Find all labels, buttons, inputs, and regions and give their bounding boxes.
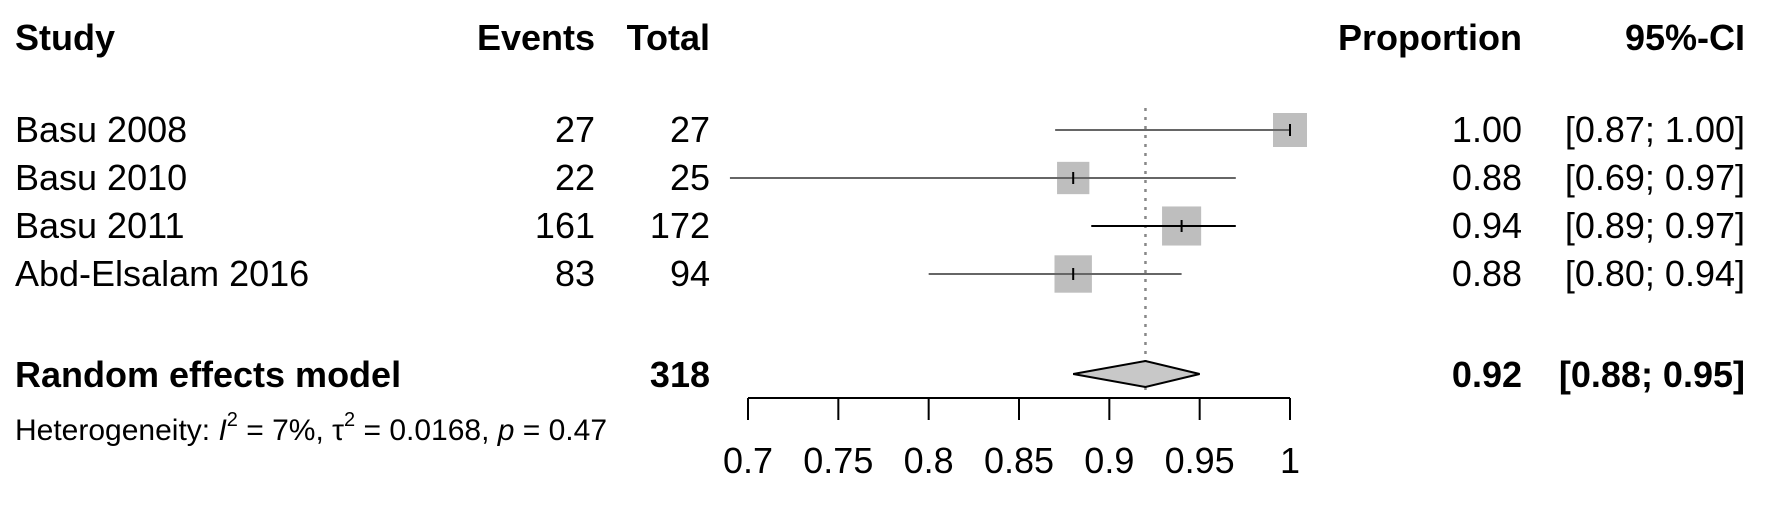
study-row: Basu 2011 161 172 0.94 [0.89; 0.97] bbox=[15, 205, 1745, 246]
x-tick-label: 1 bbox=[1280, 440, 1300, 481]
i2-sup: 2 bbox=[227, 409, 238, 431]
study-name: Basu 2008 bbox=[15, 109, 187, 150]
summary-label: Random effects model bbox=[15, 354, 401, 395]
tau2-symbol: τ bbox=[332, 414, 344, 447]
p-symbol: p bbox=[497, 414, 515, 447]
i2-value: = 7%, bbox=[238, 414, 332, 447]
study-events: 27 bbox=[555, 109, 595, 150]
header-total: Total bbox=[627, 17, 710, 58]
study-total: 27 bbox=[670, 109, 710, 150]
heterogeneity-prefix: Heterogeneity: bbox=[15, 414, 218, 447]
x-tick-label: 0.9 bbox=[1084, 440, 1134, 481]
study-proportion: 0.88 bbox=[1452, 157, 1522, 198]
study-row: Abd-Elsalam 2016 83 94 0.88 [0.80; 0.94] bbox=[15, 253, 1745, 294]
summary-total: 318 bbox=[650, 354, 710, 395]
header-ci: 95%-CI bbox=[1625, 17, 1745, 58]
study-proportion: 1.00 bbox=[1452, 109, 1522, 150]
header-study: Study bbox=[15, 17, 115, 58]
x-tick-label: 0.85 bbox=[984, 440, 1054, 481]
study-ci: [0.87; 1.00] bbox=[1565, 109, 1745, 150]
summary-diamond bbox=[1073, 359, 1200, 389]
header-proportion: Proportion bbox=[1338, 17, 1522, 58]
study-events: 161 bbox=[535, 205, 595, 246]
study-row: Basu 2010 22 25 0.88 [0.69; 0.97] bbox=[15, 157, 1745, 198]
study-ci: [0.80; 0.94] bbox=[1565, 253, 1745, 294]
study-row: Basu 2008 27 27 1.00 [0.87; 1.00] bbox=[15, 109, 1745, 150]
x-tick-label: 0.7 bbox=[723, 440, 773, 481]
header-events: Events bbox=[477, 17, 595, 58]
x-tick-label: 0.95 bbox=[1165, 440, 1235, 481]
study-name: Abd-Elsalam 2016 bbox=[15, 253, 309, 294]
study-name: Basu 2010 bbox=[15, 157, 187, 198]
study-events: 22 bbox=[555, 157, 595, 198]
study-ci: [0.69; 0.97] bbox=[1565, 157, 1745, 198]
x-tick-label: 0.8 bbox=[904, 440, 954, 481]
study-ci: [0.89; 0.97] bbox=[1565, 205, 1745, 246]
study-rows: Basu 2008 27 27 1.00 [0.87; 1.00] Basu 2010 22… bbox=[15, 109, 1745, 294]
x-tick-label: 0.75 bbox=[803, 440, 873, 481]
tau2-sup: 2 bbox=[344, 409, 355, 431]
tau2-value: = 0.0168, bbox=[355, 414, 498, 447]
x-axis: 0.7 0.75 0.8 0.85 0.9 0.95 1 bbox=[723, 397, 1300, 481]
p-value: = 0.47 bbox=[514, 414, 607, 447]
heterogeneity-text: Heterogeneity: I2 = 7%, τ2 = 0.0168, p =… bbox=[15, 409, 607, 447]
i2-symbol: I bbox=[218, 414, 226, 447]
study-name: Basu 2011 bbox=[15, 205, 184, 246]
study-proportion: 0.94 bbox=[1452, 205, 1522, 246]
summary-ci: [0.88; 0.95] bbox=[1559, 354, 1745, 395]
study-total: 94 bbox=[670, 253, 710, 294]
study-events: 83 bbox=[555, 253, 595, 294]
study-total: 172 bbox=[650, 205, 710, 246]
study-total: 25 bbox=[670, 157, 710, 198]
study-proportion: 0.88 bbox=[1452, 253, 1522, 294]
summary-proportion: 0.92 bbox=[1452, 354, 1522, 395]
